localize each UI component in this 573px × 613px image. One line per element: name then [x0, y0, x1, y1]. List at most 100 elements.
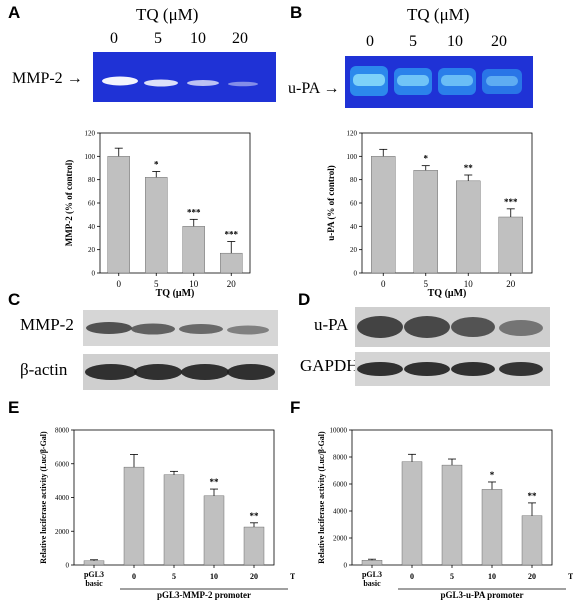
- y-tick-label: 0: [344, 562, 348, 570]
- bar: [481, 489, 503, 566]
- y-tick-label: 120: [85, 130, 96, 138]
- x-tick-label: 5: [154, 279, 159, 289]
- y-tick-label: 60: [350, 200, 358, 208]
- y-tick-label: 6000: [55, 460, 70, 468]
- y-tick-label: 20: [88, 246, 96, 254]
- significance-label: **: [528, 491, 538, 501]
- bar: [498, 216, 523, 274]
- significance-label: **: [210, 477, 220, 487]
- bar: [521, 515, 543, 566]
- significance-label: *: [424, 154, 429, 164]
- x-tick-label: 10: [189, 279, 199, 289]
- unit-label: TQ (μM): [568, 572, 573, 581]
- y-tick-label: 6000: [333, 481, 348, 489]
- y-tick-label: 100: [347, 153, 358, 161]
- gel-a-image: [93, 52, 276, 102]
- panel-letter-f: F: [290, 398, 301, 417]
- y-axis-label: u-PA (% of control): [326, 165, 336, 240]
- bar: [145, 177, 168, 274]
- gel-b-lane-label: 0: [366, 33, 374, 50]
- x-tick-label: 10: [464, 279, 474, 289]
- bar: [220, 252, 243, 274]
- x-tick-label: pGL3 basic: [84, 570, 104, 588]
- y-axis-label: MMP-2 (% of control): [64, 160, 74, 247]
- significance-label: ***: [504, 197, 518, 207]
- panel-letter-e: E: [8, 398, 20, 417]
- bar: [83, 560, 105, 566]
- y-tick-label: 8000: [333, 454, 348, 462]
- x-axis-label: pGL3-u-PA promoter: [441, 590, 524, 600]
- blot-d-upa: [355, 307, 550, 347]
- y-axis-label: Relative luciferase activity (Luc/β-Gal): [317, 431, 326, 564]
- y-tick-label: 10000: [330, 427, 348, 435]
- blot-c-label-0: MMP-2: [20, 315, 74, 334]
- blot-d-gapdh: [355, 352, 550, 386]
- unit-label: TQ (μM): [290, 572, 295, 581]
- bar: [441, 464, 463, 566]
- y-tick-label: 120: [347, 130, 358, 138]
- gel-b-lane-label: 10: [447, 33, 463, 50]
- gel-b-lane-label: 5: [409, 33, 417, 50]
- y-tick-label: 100: [85, 153, 96, 161]
- y-tick-label: 80: [350, 176, 358, 184]
- y-tick-label: 4000: [55, 494, 70, 502]
- y-tick-label: 0: [92, 270, 96, 278]
- bar: [182, 226, 205, 274]
- x-tick-label: 0: [381, 279, 386, 289]
- y-tick-label: 2000: [55, 528, 70, 536]
- x-tick-label: 10: [488, 572, 496, 581]
- gel-a-lane-label: 20: [232, 30, 248, 47]
- bar: [371, 156, 396, 274]
- bar: [401, 461, 423, 566]
- blot-c-mmp2: [83, 310, 278, 346]
- chart-e: 0 2000 4000 6000 8000 Relative luciferase act…: [39, 427, 295, 601]
- x-tick-label: 5: [450, 572, 454, 581]
- bar: [456, 180, 481, 274]
- significance-label: **: [250, 511, 260, 521]
- x-tick-label: 20: [250, 572, 258, 581]
- bar: [163, 474, 185, 566]
- gel-a-title: TQ (μM): [136, 5, 199, 24]
- blot-d-label-0: u-PA: [314, 315, 349, 334]
- y-axis-label: Relative luciferase activity (Luc/β-Gal): [39, 431, 48, 564]
- chart-a: 0 20 40 60 80 100 120 MMP-2 (% of control) 0 * 5 **…: [64, 130, 251, 298]
- panel-letter-c: C: [8, 290, 21, 309]
- x-axis-label: TQ (μM): [428, 288, 467, 298]
- blot-c-label-1: β-actin: [20, 360, 68, 379]
- y-tick-label: 80: [88, 176, 96, 184]
- blot-c-beta-actin: [83, 354, 278, 390]
- gel-a-lane-label: 0: [110, 30, 118, 47]
- y-tick-label: 60: [88, 200, 96, 208]
- panel-letter-d: D: [298, 290, 311, 309]
- chart-f: 0 2000 4000 6000 8000 10000 Relative luciferas…: [317, 427, 573, 601]
- y-tick-label: 2000: [333, 535, 348, 543]
- y-tick-label: 4000: [333, 508, 348, 516]
- x-tick-label: 20: [227, 279, 237, 289]
- gel-b-lane-label: 20: [491, 33, 507, 50]
- x-tick-label: 10: [210, 572, 218, 581]
- significance-label: ***: [187, 207, 201, 217]
- y-tick-label: 20: [350, 246, 358, 254]
- significance-label: ***: [225, 230, 239, 240]
- panel-letter-b: B: [290, 3, 303, 22]
- bar: [107, 156, 130, 274]
- bar: [361, 560, 383, 566]
- gel-b-image: [345, 56, 533, 108]
- gel-a-lane-label: 5: [154, 30, 162, 47]
- bar: [123, 466, 145, 566]
- y-tick-label: 0: [66, 562, 70, 570]
- bar: [413, 170, 438, 274]
- gel-a-band-label: MMP-2 →: [12, 70, 83, 87]
- x-tick-label: 20: [528, 572, 536, 581]
- chart-b: 0 20 40 60 80 100 120 u-PA (% of control) 0 * 5 ** 1…: [326, 130, 533, 298]
- bar: [243, 526, 265, 566]
- bar: [203, 495, 225, 566]
- panel-letter-a: A: [8, 3, 21, 22]
- x-tick-label: 0: [410, 572, 414, 581]
- significance-label: **: [464, 163, 474, 173]
- x-tick-label: 0: [117, 279, 122, 289]
- gel-b-band-label: u-PA →: [288, 80, 340, 97]
- y-tick-label: 40: [88, 223, 96, 231]
- y-tick-label: 40: [350, 223, 358, 231]
- significance-label: *: [490, 470, 495, 480]
